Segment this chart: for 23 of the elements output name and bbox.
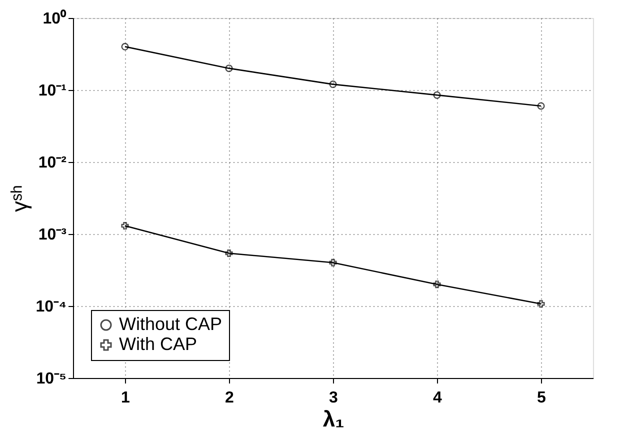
x-axis-title: λ₁ — [322, 406, 344, 432]
legend-label: With CAP — [119, 334, 198, 354]
point — [537, 300, 545, 308]
point — [329, 258, 337, 266]
point — [225, 64, 233, 72]
y-axis-title: γˢʰ — [6, 185, 32, 212]
point — [433, 91, 441, 99]
y-tick-label: 10⁻⁴ — [36, 298, 67, 316]
x-tick-label: 2 — [225, 390, 234, 406]
point — [329, 80, 337, 88]
y-tick-label: 10⁻² — [38, 154, 66, 172]
y-tick-label: 10⁻¹ — [38, 82, 66, 100]
y-tick-label: 10⁻⁵ — [36, 370, 66, 388]
x-tick-label: 1 — [121, 390, 130, 406]
x-tick-label: 3 — [329, 390, 338, 406]
legend-label: Without CAP — [119, 314, 222, 334]
x-tick-label: 5 — [537, 390, 546, 406]
point — [433, 280, 441, 288]
point — [121, 222, 129, 230]
point — [225, 250, 233, 258]
y-tick-label: 10⁰ — [42, 10, 66, 28]
x-tick-label: 4 — [433, 390, 442, 406]
y-tick-label: 10⁻³ — [38, 226, 66, 244]
